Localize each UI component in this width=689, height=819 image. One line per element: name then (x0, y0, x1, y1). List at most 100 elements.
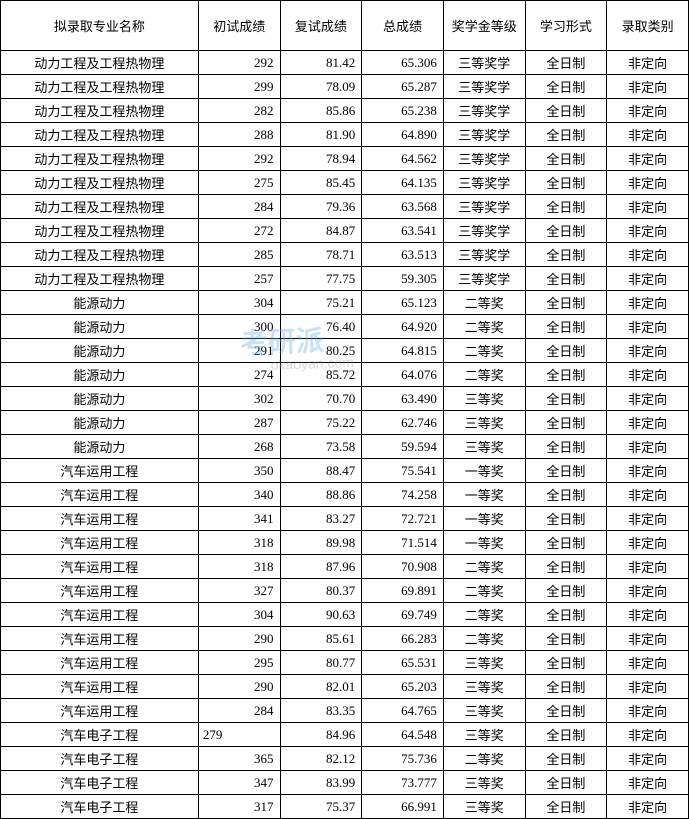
table-cell: 65.123 (362, 291, 444, 315)
table-row: 动力工程及工程热物理25777.7559.305三等奖学全日制非定向 (1, 267, 689, 291)
table-cell: 二等奖 (443, 579, 525, 603)
table-cell: 65.203 (362, 675, 444, 699)
table-cell: 275 (198, 171, 280, 195)
table-cell: 82.12 (280, 747, 362, 771)
table-cell: 汽车电子工程 (1, 723, 199, 747)
table-cell: 78.94 (280, 147, 362, 171)
table-cell: 290 (198, 627, 280, 651)
table-cell: 365 (198, 747, 280, 771)
table-cell: 279 (198, 723, 280, 747)
table-cell: 全日制 (525, 51, 607, 75)
table-body: 动力工程及工程热物理29281.4265.306三等奖学全日制非定向动力工程及工… (1, 51, 689, 819)
table-cell: 全日制 (525, 771, 607, 795)
table-cell: 非定向 (607, 219, 689, 243)
table-cell: 85.72 (280, 363, 362, 387)
table-cell: 64.135 (362, 171, 444, 195)
table-cell: 非定向 (607, 363, 689, 387)
table-cell: 全日制 (525, 363, 607, 387)
table-cell: 三等奖 (443, 435, 525, 459)
table-row: 能源动力28775.2262.746三等奖全日制非定向 (1, 411, 689, 435)
table-cell: 75.22 (280, 411, 362, 435)
table-cell: 一等奖 (443, 507, 525, 531)
table-cell: 非定向 (607, 123, 689, 147)
table-cell: 88.86 (280, 483, 362, 507)
table-cell: 全日制 (525, 795, 607, 819)
table-cell: 汽车运用工程 (1, 579, 199, 603)
table-row: 动力工程及工程热物理27585.4564.135三等奖学全日制非定向 (1, 171, 689, 195)
table-cell: 三等奖 (443, 675, 525, 699)
table-cell: 三等奖学 (443, 99, 525, 123)
table-cell: 全日制 (525, 99, 607, 123)
table-row: 动力工程及工程热物理29278.9464.562三等奖学全日制非定向 (1, 147, 689, 171)
table-row: 动力工程及工程热物理28479.3663.568三等奖学全日制非定向 (1, 195, 689, 219)
table-cell: 257 (198, 267, 280, 291)
table-cell: 69.891 (362, 579, 444, 603)
table-cell: 三等奖学 (443, 75, 525, 99)
table-cell: 二等奖 (443, 339, 525, 363)
table-cell: 一等奖 (443, 531, 525, 555)
table-cell: 全日制 (525, 75, 607, 99)
table-cell: 78.71 (280, 243, 362, 267)
table-cell: 全日制 (525, 531, 607, 555)
table-cell: 动力工程及工程热物理 (1, 51, 199, 75)
table-cell: 全日制 (525, 627, 607, 651)
table-cell: 非定向 (607, 171, 689, 195)
table-cell: 274 (198, 363, 280, 387)
table-cell: 三等奖学 (443, 243, 525, 267)
table-cell: 64.562 (362, 147, 444, 171)
table-cell: 70.908 (362, 555, 444, 579)
col-header-mode: 学习形式 (525, 1, 607, 51)
table-cell: 59.305 (362, 267, 444, 291)
table-cell: 79.36 (280, 195, 362, 219)
table-cell: 三等奖 (443, 795, 525, 819)
table-cell: 非定向 (607, 531, 689, 555)
table-cell: 73.58 (280, 435, 362, 459)
table-cell: 三等奖学 (443, 195, 525, 219)
table-row: 动力工程及工程热物理28285.8665.238三等奖学全日制非定向 (1, 99, 689, 123)
table-cell: 非定向 (607, 747, 689, 771)
table-cell: 全日制 (525, 195, 607, 219)
table-cell: 81.42 (280, 51, 362, 75)
table-cell: 动力工程及工程热物理 (1, 195, 199, 219)
table-row: 汽车运用工程31887.9670.908二等奖全日制非定向 (1, 555, 689, 579)
table-cell: 318 (198, 555, 280, 579)
table-cell: 268 (198, 435, 280, 459)
table-cell: 64.765 (362, 699, 444, 723)
table-cell: 327 (198, 579, 280, 603)
table-cell: 非定向 (607, 699, 689, 723)
table-cell: 能源动力 (1, 363, 199, 387)
table-cell: 66.991 (362, 795, 444, 819)
table-cell: 71.514 (362, 531, 444, 555)
table-cell: 83.27 (280, 507, 362, 531)
table-cell: 汽车运用工程 (1, 699, 199, 723)
table-cell: 284 (198, 195, 280, 219)
table-cell: 72.721 (362, 507, 444, 531)
table-cell: 63.490 (362, 387, 444, 411)
table-cell: 318 (198, 531, 280, 555)
table-cell: 能源动力 (1, 435, 199, 459)
table-cell: 动力工程及工程热物理 (1, 219, 199, 243)
table-cell: 全日制 (525, 555, 607, 579)
table-cell: 动力工程及工程热物理 (1, 171, 199, 195)
col-header-score2: 复试成绩 (280, 1, 362, 51)
table-cell: 能源动力 (1, 315, 199, 339)
table-cell: 非定向 (607, 603, 689, 627)
table-row: 能源动力30270.7063.490三等奖全日制非定向 (1, 387, 689, 411)
col-header-score3: 总成绩 (362, 1, 444, 51)
table-row: 汽车运用工程32780.3769.891二等奖全日制非定向 (1, 579, 689, 603)
table-cell: 302 (198, 387, 280, 411)
table-cell: 295 (198, 651, 280, 675)
table-row: 汽车运用工程35088.4775.541一等奖全日制非定向 (1, 459, 689, 483)
table-cell: 三等奖学 (443, 123, 525, 147)
table-cell: 汽车运用工程 (1, 603, 199, 627)
table-cell: 89.98 (280, 531, 362, 555)
table-cell: 299 (198, 75, 280, 99)
table-cell: 全日制 (525, 675, 607, 699)
table-cell: 73.777 (362, 771, 444, 795)
table-cell: 84.96 (280, 723, 362, 747)
table-cell: 90.63 (280, 603, 362, 627)
table-cell: 非定向 (607, 387, 689, 411)
table-cell: 能源动力 (1, 387, 199, 411)
table-cell: 二等奖 (443, 627, 525, 651)
table-cell: 汽车运用工程 (1, 483, 199, 507)
